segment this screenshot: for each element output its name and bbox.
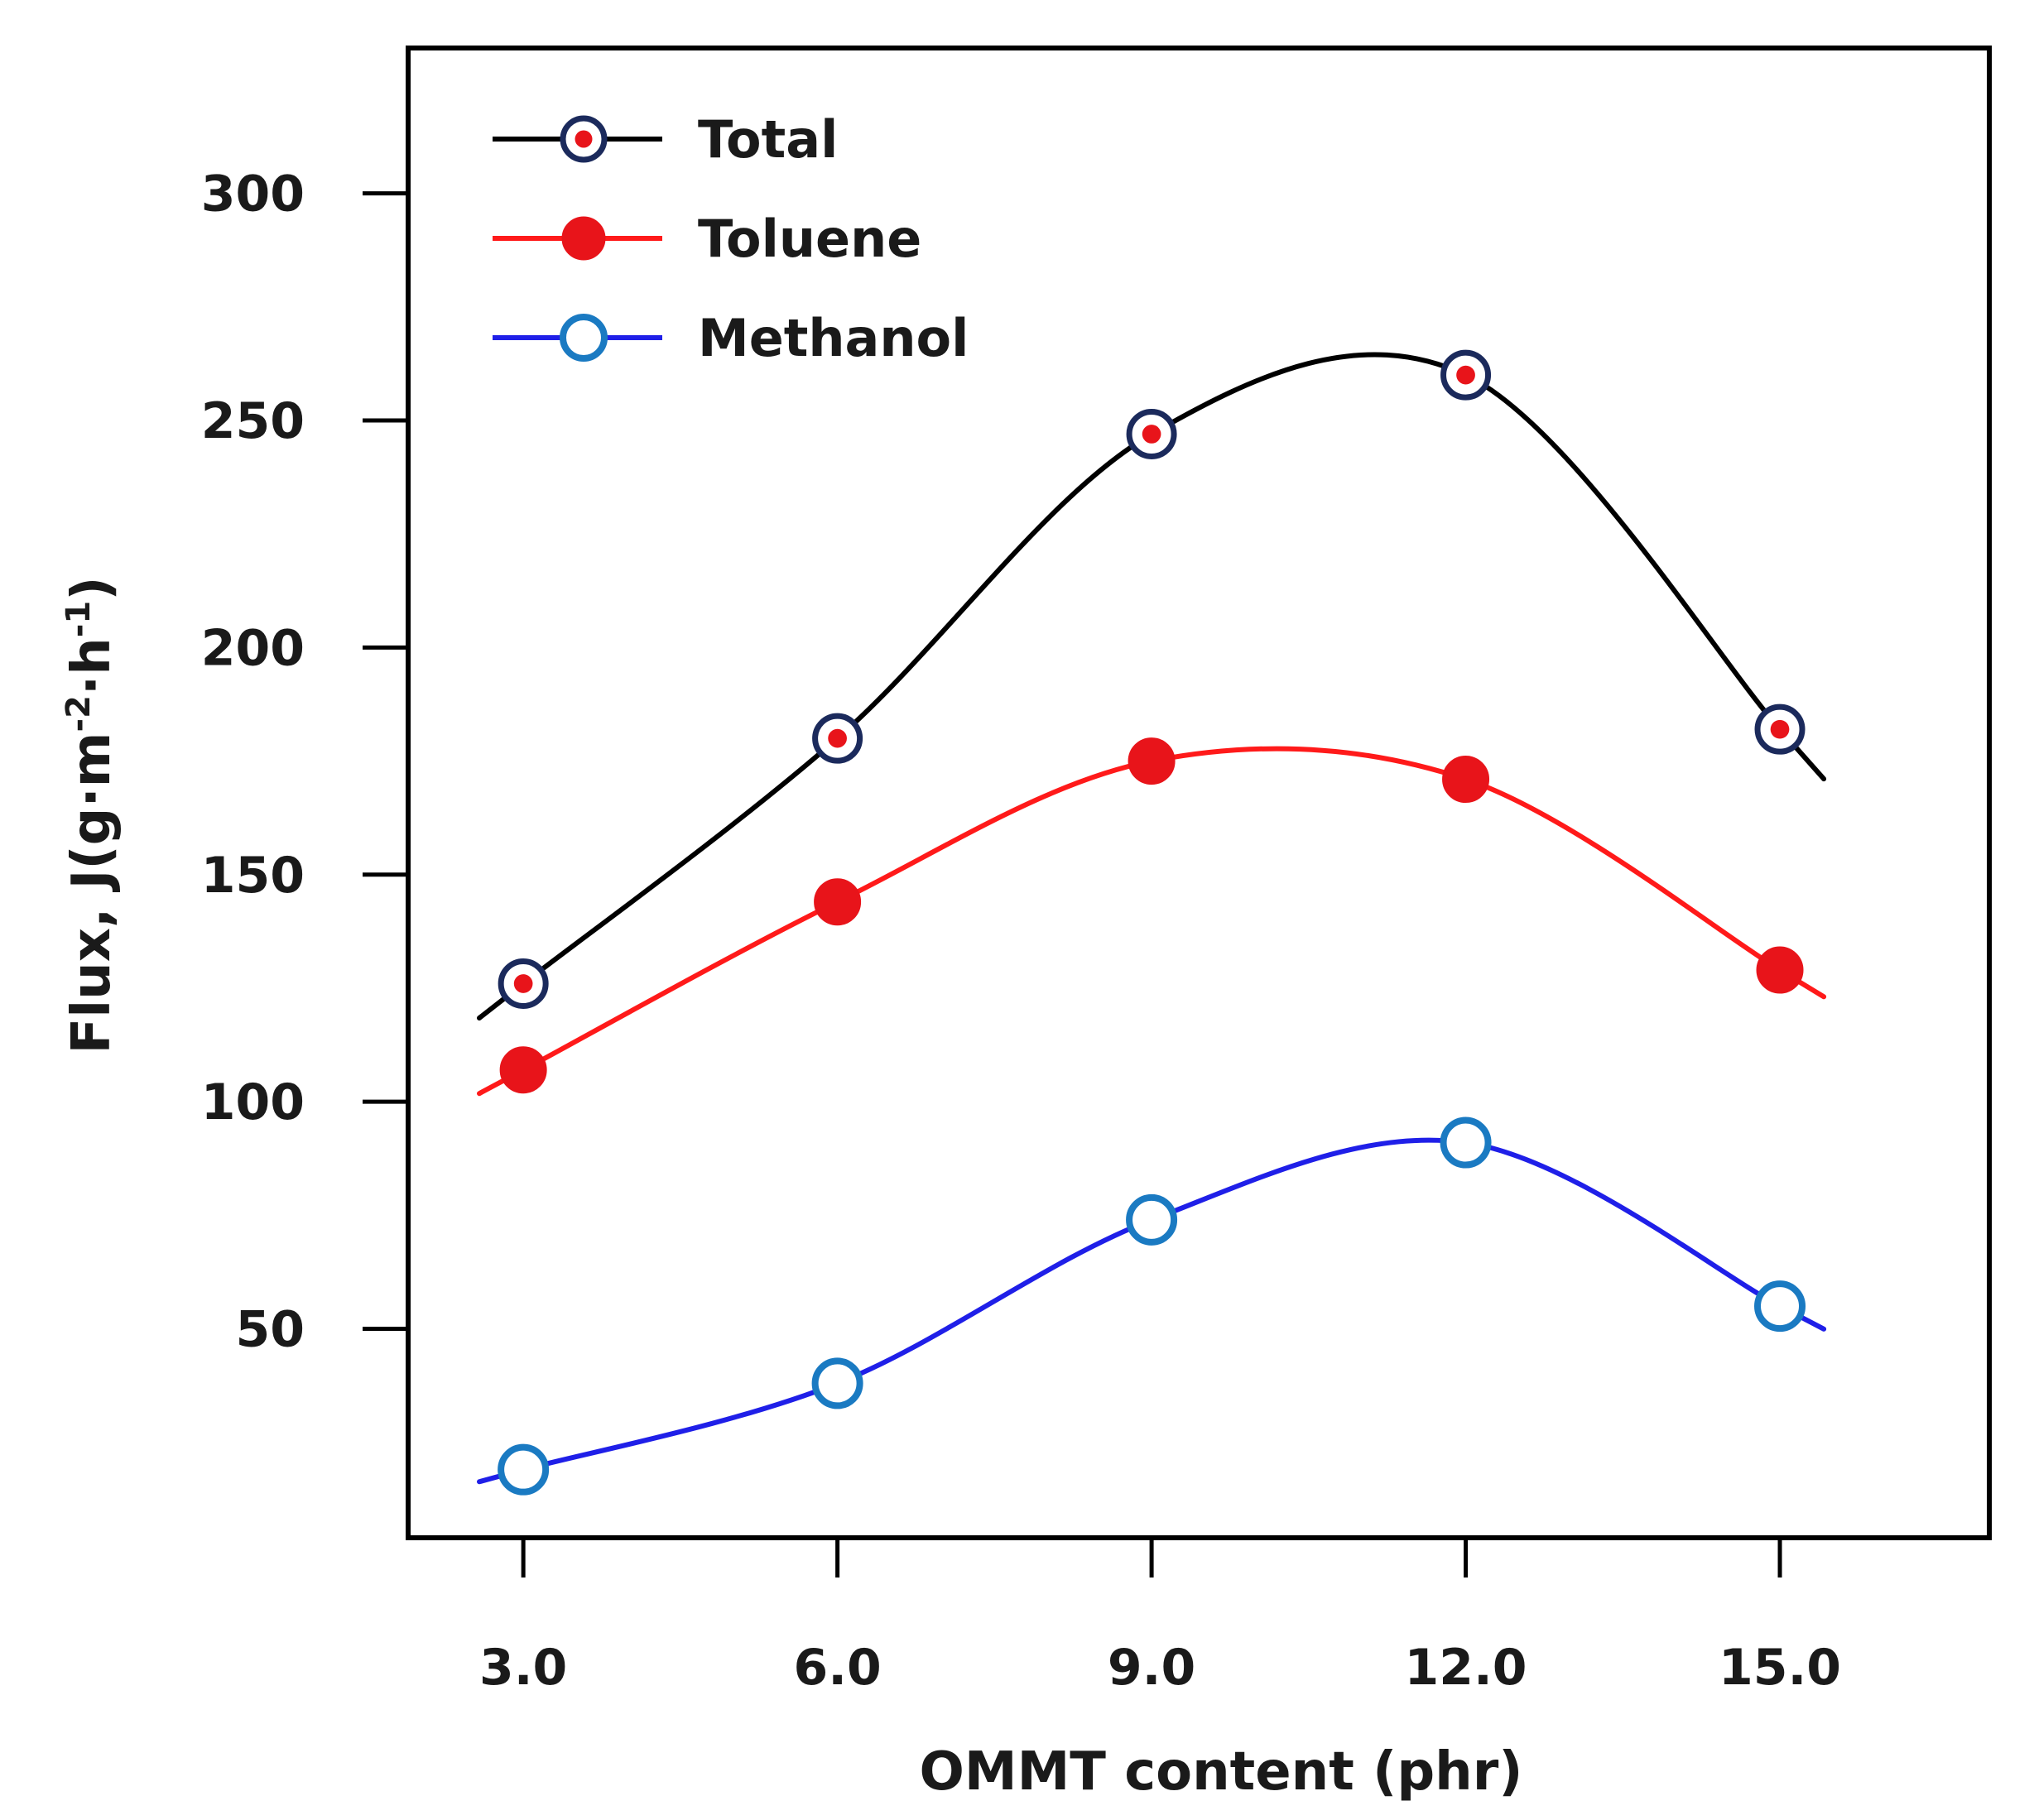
y-axis-title-sup2: -1 xyxy=(60,601,98,637)
toluene-data-point xyxy=(1128,737,1176,785)
marker-open xyxy=(811,1357,863,1409)
toluene-data-point xyxy=(1442,756,1490,804)
legend-item-methanol: Methanol xyxy=(493,308,969,368)
y-tick-label: 100 xyxy=(201,1073,305,1131)
toluene-data-point xyxy=(1756,946,1804,994)
x-tick-label: 6.0 xyxy=(793,1639,881,1697)
series-lines xyxy=(477,352,1827,1485)
y-tick-label: 250 xyxy=(201,392,305,450)
total-data-point xyxy=(498,958,549,1009)
legend-swatch-marker xyxy=(561,216,606,261)
y-tick-label: 50 xyxy=(236,1301,305,1359)
y-axis-title-mid: ·h xyxy=(61,637,123,695)
marker-open xyxy=(498,1443,550,1496)
y-axis-title-sup1: -2 xyxy=(60,695,98,732)
y-tick-label: 150 xyxy=(201,847,305,905)
marker-core xyxy=(575,130,593,148)
plot-frame xyxy=(406,46,1992,1540)
marker-core xyxy=(1456,365,1475,385)
x-axis-ticks: 3.0 6.0 9.0 12.0 15.0 xyxy=(479,1538,1841,1697)
methanol-series-line xyxy=(477,1137,1827,1485)
x-tick-label: 12.0 xyxy=(1405,1639,1527,1697)
legend-label-methanol: Methanol xyxy=(698,308,969,368)
marker-open xyxy=(560,314,608,362)
methanol-data-point xyxy=(498,1443,550,1496)
marker-core xyxy=(1770,719,1790,739)
marker-core xyxy=(513,974,533,993)
legend-item-toluene: Toluene xyxy=(493,209,921,269)
total-data-point xyxy=(1754,704,1806,755)
y-tick-label: 300 xyxy=(201,166,305,223)
legend: Total Toluene Methanol xyxy=(493,109,969,368)
marker-dot xyxy=(1756,946,1804,994)
legend-swatch-marker xyxy=(560,115,608,163)
total-data-point xyxy=(812,713,863,764)
x-axis-title: OMMT content (phr) xyxy=(919,1741,1522,1803)
marker-dot xyxy=(1442,756,1490,804)
marker-open xyxy=(1440,1116,1492,1169)
y-axis-title-main: Flux, J(g·m xyxy=(61,732,123,1054)
toluene-series-line xyxy=(477,746,1827,1097)
marker-core xyxy=(828,728,847,748)
legend-item-total: Total xyxy=(493,109,838,170)
y-tick-label: 200 xyxy=(201,619,305,677)
marker-core xyxy=(1142,425,1161,444)
y-axis-title-end: ) xyxy=(61,577,123,601)
marker-dot xyxy=(814,878,862,926)
legend-label-total: Total xyxy=(698,109,838,170)
methanol-data-point xyxy=(1754,1280,1806,1333)
toluene-data-point xyxy=(499,1046,547,1094)
x-tick-label: 3.0 xyxy=(479,1639,567,1697)
toluene-data-point xyxy=(814,878,862,926)
total-data-point xyxy=(1440,349,1492,401)
marker-dot xyxy=(561,216,606,261)
x-tick-label: 15.0 xyxy=(1719,1639,1841,1697)
marker-dot xyxy=(1128,737,1176,785)
y-axis-title: Flux, J(g·m-2·h-1) xyxy=(60,577,123,1054)
legend-swatch-marker xyxy=(560,314,608,362)
methanol-data-point xyxy=(811,1357,863,1409)
legend-label-toluene: Toluene xyxy=(698,209,921,269)
methanol-data-point xyxy=(1126,1193,1178,1246)
total-data-point xyxy=(1126,408,1177,459)
marker-dot xyxy=(499,1046,547,1094)
methanol-data-point xyxy=(1440,1116,1492,1169)
series-markers xyxy=(498,349,1806,1496)
x-tick-label: 9.0 xyxy=(1108,1639,1195,1697)
marker-open xyxy=(1754,1280,1806,1333)
y-axis-ticks: 50 100 150 200 250 300 xyxy=(201,166,408,1359)
marker-open xyxy=(1126,1193,1178,1246)
